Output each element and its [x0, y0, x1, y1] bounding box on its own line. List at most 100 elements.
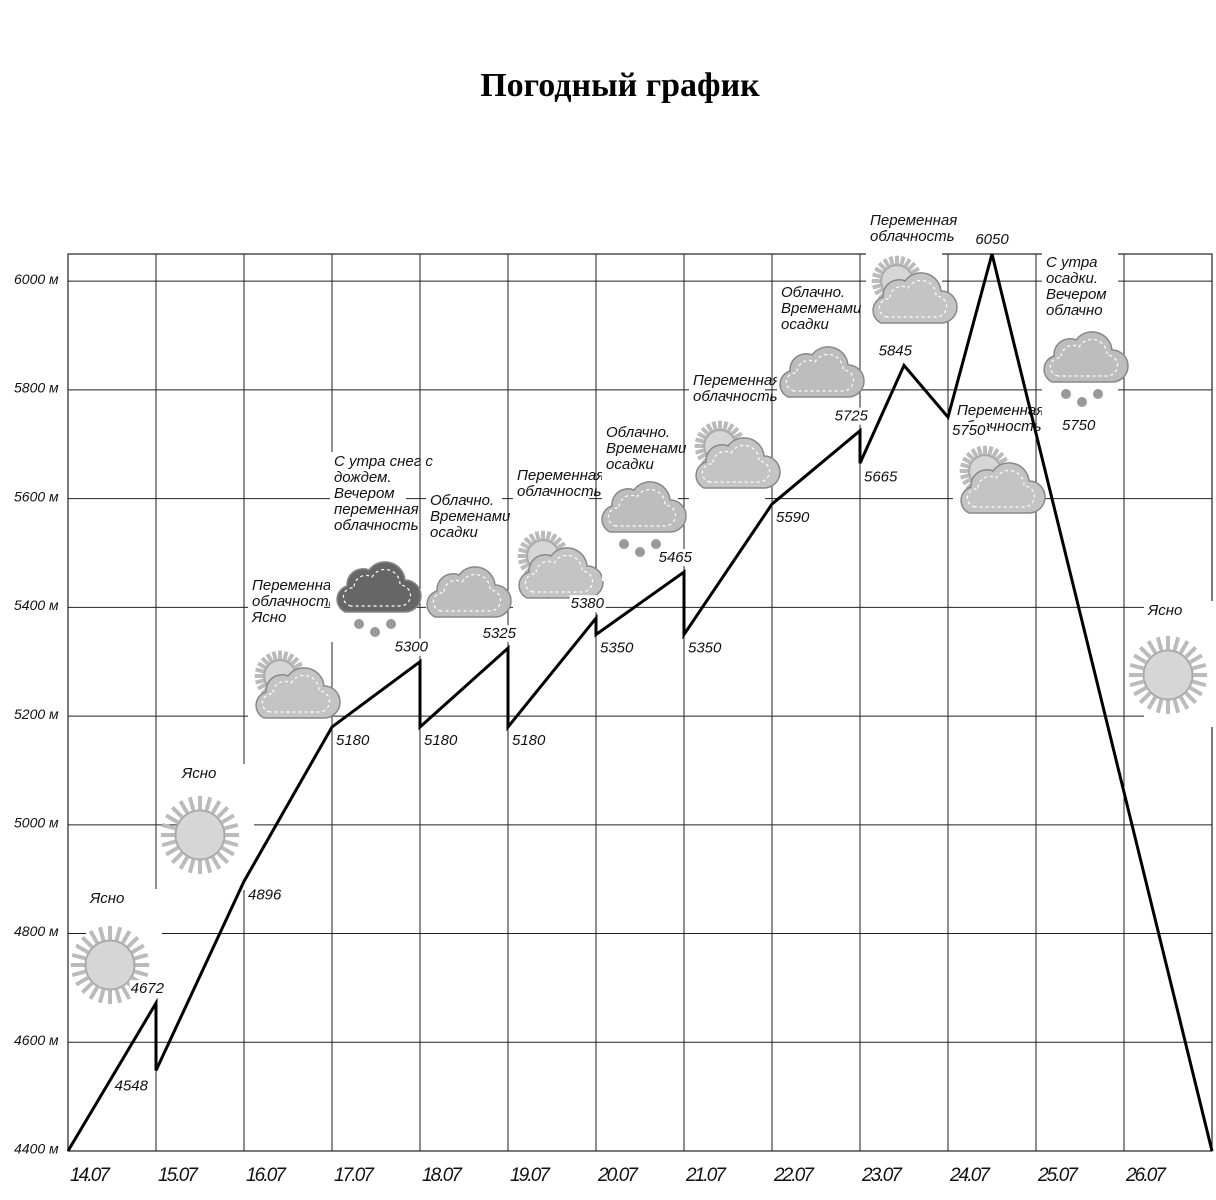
sun-ray	[282, 651, 289, 661]
sun-ray	[88, 930, 99, 944]
label-backdrop	[951, 422, 988, 440]
sun-ray	[907, 261, 917, 271]
sun-ray	[1155, 636, 1164, 651]
altitude-line	[66, 253, 1214, 1152]
cloud-stitch	[1049, 338, 1119, 377]
x-tick-label: 16.07	[246, 1165, 287, 1186]
sun-ray	[134, 969, 149, 978]
label-backdrop	[775, 509, 812, 527]
cloud-stitch	[966, 469, 1036, 508]
sun-ray	[1192, 662, 1207, 671]
x-tick-label: 19.07	[510, 1165, 551, 1186]
sun-ray	[903, 258, 912, 268]
annotation-note: 5750	[1062, 417, 1096, 434]
sun-ray	[518, 558, 528, 565]
sun-ray	[520, 562, 530, 571]
sun-ray	[695, 448, 705, 455]
annotation-text: Облачно.	[430, 492, 494, 509]
sun-ray	[204, 796, 213, 811]
y-tick-label: 5800 м	[14, 380, 59, 396]
sun-ray	[204, 859, 213, 874]
sun-ray	[161, 839, 176, 848]
sun-ray	[899, 256, 906, 266]
sun-ray	[722, 421, 729, 431]
data-label: 5180	[512, 732, 546, 749]
label-backdrop	[657, 549, 694, 567]
annotation-text: Переменная	[517, 467, 604, 484]
cloud-stitch	[261, 674, 331, 713]
sun-ray	[730, 426, 740, 436]
sun-ray	[976, 446, 983, 456]
sun-ray	[995, 451, 1005, 461]
sun-ray	[170, 851, 184, 865]
sun-ray	[960, 473, 970, 480]
sun-ray	[697, 431, 707, 440]
x-tick-label: 22.07	[773, 1165, 815, 1186]
precip	[619, 539, 629, 549]
x-tick-label: 26.07	[1125, 1165, 1167, 1186]
sun-ray	[293, 661, 303, 670]
annotation-text: осадки	[430, 524, 479, 541]
label-backdrop	[687, 639, 724, 657]
sun-ray	[80, 935, 94, 949]
data-label: 5300	[395, 639, 429, 656]
sun-ray	[170, 805, 184, 819]
sun-ray	[1192, 679, 1207, 688]
annotation-text: дождем.	[334, 469, 392, 486]
cloud	[255, 667, 341, 719]
precip	[370, 627, 380, 637]
sun-ray	[1138, 691, 1152, 705]
annotation-text: Ясно	[89, 890, 124, 907]
chart-title: Погодный график	[480, 67, 760, 104]
sun-ray	[970, 448, 979, 458]
grid: 4400 м 4600 м 4800 м 5000 м 5200 м 5400 м 5600…	[14, 253, 1213, 1186]
precip	[1077, 397, 1087, 407]
sun-ray	[187, 859, 196, 874]
annotation-text: Переменная	[252, 577, 339, 594]
cloud-stitch	[342, 568, 412, 607]
annotation-text: Ясно	[251, 609, 286, 626]
sun-ray	[1179, 640, 1190, 654]
precip	[651, 539, 661, 549]
label-backdrop	[833, 407, 870, 425]
sun-ray	[965, 451, 975, 461]
cloud-stitch	[785, 353, 855, 392]
annotation-text: облачность	[693, 388, 778, 405]
data-label: 4548	[115, 1078, 149, 1095]
sun-ray	[874, 287, 884, 296]
weather-annotation: Ясно	[160, 764, 254, 890]
sun-ray	[260, 656, 270, 666]
sun-ray	[877, 261, 887, 271]
annotation-text: облачность	[252, 593, 337, 610]
precip	[354, 619, 364, 629]
annotation-text: Переменная	[957, 402, 1044, 419]
x-tick-label: 21.07	[685, 1165, 727, 1186]
x-tick-label: 24.07	[949, 1165, 991, 1186]
x-tick-label: 25.07	[1037, 1165, 1079, 1186]
sun-ray	[695, 437, 705, 444]
annotation-text: облачность	[334, 517, 419, 534]
sun-ray	[114, 926, 123, 941]
sun-ray	[161, 822, 176, 831]
annotation-text: Временами	[430, 508, 511, 525]
sun-ray	[545, 531, 552, 541]
annotation-text: Временами	[781, 300, 862, 317]
cloud	[960, 462, 1046, 514]
sun-ray	[1133, 686, 1147, 697]
y-tick-label: 4600 м	[14, 1032, 59, 1048]
data-label: 6050	[975, 231, 1009, 248]
weather-annotation: С утра снег сдождем.Вечеромпеременнаяобл…	[330, 452, 433, 642]
annotation-text: С утра	[1046, 254, 1098, 271]
sun-ray	[216, 805, 230, 819]
cloud-stitch	[878, 279, 948, 318]
sun-ray	[998, 456, 1008, 465]
annotation-text: Вечером	[334, 485, 395, 502]
annotation-text: осадки	[781, 316, 830, 333]
sun-disc	[1142, 649, 1194, 701]
annotation-text: Вечером	[1046, 286, 1107, 303]
